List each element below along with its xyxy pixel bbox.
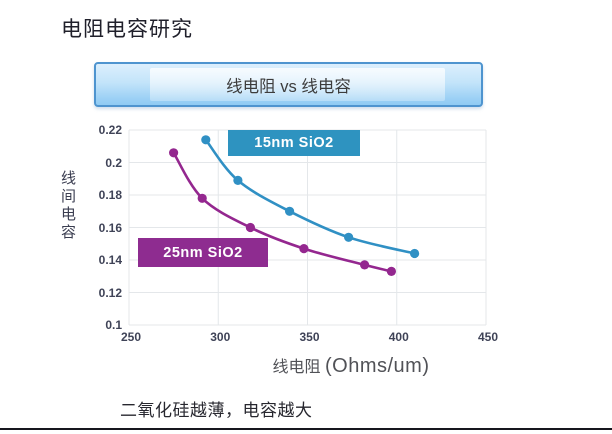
data-point-marker	[201, 135, 211, 145]
x-axis-title: 线电阻 (Ohms/um)	[236, 353, 466, 378]
data-point-marker	[344, 232, 354, 242]
data-point-marker	[386, 266, 396, 276]
y-axis-title: 线间电容	[59, 170, 76, 242]
data-point-marker	[360, 260, 370, 270]
x-axis-title-text: 线电阻	[272, 359, 321, 376]
x-axis-title-unit: (Ohms/um)	[324, 355, 430, 377]
data-point-marker	[410, 248, 420, 259]
conclusion-caption: 二氧化硅越薄，电容越大	[120, 401, 313, 420]
data-point-marker	[233, 175, 243, 185]
page-title: 电阻电容研究	[61, 18, 193, 41]
series-label-15nm-sio2: 15nm SiO2	[228, 130, 360, 156]
data-point-marker	[169, 148, 179, 158]
data-point-marker	[299, 244, 309, 254]
trend-curve-15nm-sio2	[204, 138, 416, 255]
series-label-25nm-sio2: 25nm SiO2	[138, 238, 268, 267]
data-point-marker	[285, 206, 295, 216]
data-point-marker	[197, 193, 207, 203]
data-point-marker	[245, 222, 255, 233]
chart-title: 线电阻 vs 线电容	[226, 78, 351, 96]
slide-bottom-divider	[0, 428, 612, 430]
banner-gloss-highlight	[150, 68, 445, 101]
chart-title-banner: 线电阻 vs 线电容	[94, 62, 483, 107]
